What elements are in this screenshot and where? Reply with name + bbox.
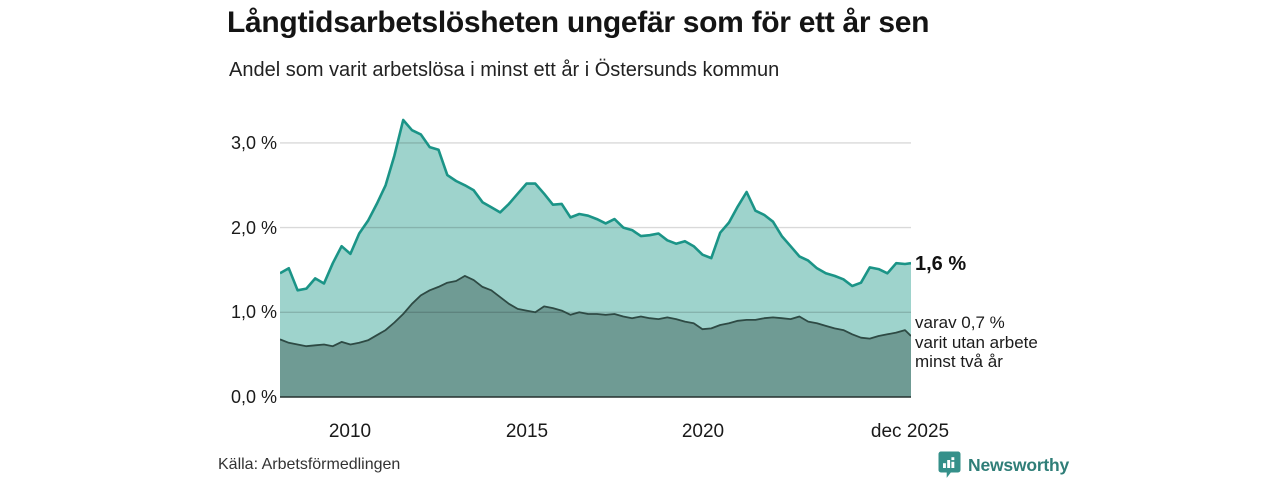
newsworthy-bubble-icon [938,451,961,478]
newsworthy-wordmark: Newsworthy [968,454,1070,475]
x-tick-label-dec-2025: dec 2025 [870,421,950,442]
y-tick-label-3: 3,0 % [230,133,277,153]
unemployment-area-chart [280,118,911,398]
source-note: Källa: Arbetsförmedlingen [218,456,401,473]
line-series-0 [280,118,911,292]
y-tick-label-2: 2,0 % [230,218,277,238]
secondary-series-note: varav 0,7 % varit utan arbete minst två … [915,313,1038,371]
chart-subtitle: Andel som varit arbetslösa i minst ett å… [229,59,780,81]
x-tick-label-2010: 2010 [328,421,372,442]
latest-value-label: 1,6 % [915,253,967,275]
newsworthy-logo[interactable]: Newsworthy [938,451,1069,479]
x-tick-label-2020: 2020 [681,421,725,442]
line-series-1 [280,274,911,348]
y-tick-label-0: 0,0 % [230,387,277,407]
x-tick-label-2015: 2015 [505,421,549,442]
y-tick-label-1: 1,0 % [230,302,277,322]
page-title: Långtidsarbetslösheten ungefär som för e… [227,6,930,39]
area-series-1 [280,275,911,397]
